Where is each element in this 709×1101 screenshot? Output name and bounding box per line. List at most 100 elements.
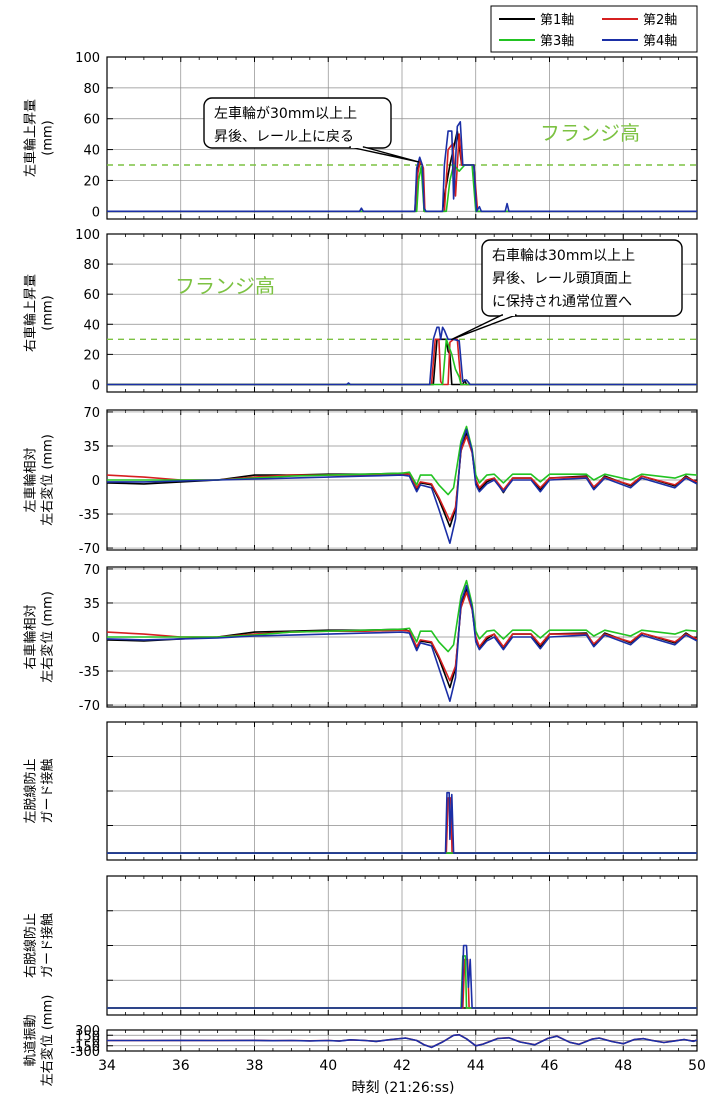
y-tick-label: 150: [75, 1029, 100, 1044]
series-line: [107, 121, 697, 213]
y-tick-label: 100: [75, 228, 100, 243]
legend-entry: 第4軸: [602, 34, 677, 49]
chart-panel: -70 -35 0 35 70 左車輪相対 左右変位 (mm): [23, 406, 698, 557]
y-axis-label-line: 左車輪上昇量: [23, 99, 39, 177]
x-tick-label: 50: [688, 1058, 706, 1074]
y-axis-label: 左車輪上昇量 (mm): [23, 99, 56, 177]
callout-box: [203, 97, 392, 149]
legend-label: 第2軸: [643, 13, 677, 28]
series-group: [107, 121, 697, 213]
legend-entry: 第3軸: [499, 34, 574, 49]
y-tick-label: -70: [79, 542, 100, 557]
y-axis-label-line: 右車輪上昇量: [23, 274, 39, 352]
y-axis-label: 左車輪相対 左右変位 (mm): [23, 434, 56, 526]
series-line: [107, 1034, 697, 1049]
y-axis-label-line: 左右変位 (mm): [40, 995, 56, 1087]
series-line: [107, 338, 697, 386]
plot-frame: [106, 56, 698, 220]
x-tick-label: 34: [98, 1058, 116, 1074]
y-tick-label: 60: [83, 113, 100, 128]
legend-entry: 第1軸: [499, 13, 574, 28]
y-tick-label: -300: [70, 1045, 100, 1060]
y-axis-label: 右脱線防止 ガード接触: [23, 913, 56, 978]
legend-label: 第4軸: [643, 34, 677, 49]
plot-frame: [106, 875, 698, 1016]
flange-height-label: フランジ高: [175, 274, 275, 298]
y-axis-label-line: 右脱線防止: [23, 913, 39, 978]
series-group: [107, 791, 697, 854]
y-axis-label-line: 左右変位 (mm): [40, 434, 56, 526]
y-tick-label: 20: [83, 174, 100, 189]
y-tick-label: -35: [79, 508, 100, 523]
y-tick-label: 0: [92, 205, 100, 220]
series-line: [107, 584, 697, 702]
chart-panel: -70 -35 0 35 70 右車輪相対 左右変位 (mm): [23, 563, 698, 714]
series-group: [107, 425, 697, 544]
y-tick-label: 35: [83, 597, 100, 612]
callout-text-line: 昇後、レール頭頂面上: [492, 271, 632, 287]
y-tick-label: 40: [83, 318, 100, 333]
series-group: [107, 326, 697, 386]
series-line: [107, 579, 697, 653]
x-tick-label: 42: [393, 1058, 411, 1074]
plot-frame: [106, 721, 698, 861]
y-axis-label-line: 軌道振動: [23, 1014, 39, 1066]
y-axis-label-line: 左車輪相対: [23, 447, 39, 512]
y-tick-label: 100: [75, 51, 100, 66]
series-group: [107, 579, 697, 702]
series-line: [107, 944, 697, 1009]
chart-panel: 0 20 40 60 80 100 左車輪上昇量 (mm) フランジ高 左車輪が30mm以上上昇後…: [23, 51, 698, 220]
x-axis-label: 時刻 (21:26:ss): [351, 1080, 454, 1096]
y-tick-label: -150: [70, 1040, 100, 1055]
y-tick-label: 80: [83, 258, 100, 273]
legend-entry: 第2軸: [602, 13, 677, 28]
y-axis-label-line: 左脱線防止: [23, 758, 39, 823]
y-axis-label-line: ガード接触: [40, 758, 56, 823]
callout-pointer: [451, 314, 517, 341]
y-tick-label: 60: [83, 288, 100, 303]
legend-label: 第1軸: [540, 13, 574, 28]
y-axis-label-line: (mm): [41, 120, 56, 155]
x-tick-label: 44: [467, 1058, 485, 1074]
callout-box: [481, 239, 683, 317]
series-group: [107, 944, 697, 1009]
series-line: [107, 326, 697, 386]
legend: 第1軸 第2軸 第3軸 第4軸: [490, 5, 698, 53]
x-tick-label: 36: [172, 1058, 190, 1074]
chart-panel: 右脱線防止 ガード接触: [23, 875, 698, 1016]
callout-text-line: 左車輪が30mm以上上: [214, 105, 357, 122]
y-axis-label: 右車輪相対 左右変位 (mm): [23, 591, 56, 683]
y-axis-label-line: ガード接触: [40, 913, 56, 978]
y-tick-label: 80: [83, 82, 100, 97]
y-axis-label: 軌道振動 左右変位 (mm): [23, 995, 56, 1087]
y-axis-label-line: (mm): [41, 295, 56, 330]
y-tick-label: 70: [83, 406, 100, 421]
y-axis-label-line: 左右変位 (mm): [40, 591, 56, 683]
chart-panel: 0 20 40 60 80 100 右車輪上昇量 (mm) フランジ高 右車輪は30mm以上上昇後…: [23, 228, 698, 393]
x-tick-label: 48: [614, 1058, 632, 1074]
x-tick-label: 38: [246, 1058, 264, 1074]
x-tick-label: 46: [541, 1058, 559, 1074]
callout-text-line: 昇後、レール上に戻る: [214, 129, 354, 145]
chart-panel: 左脱線防止 ガード接触: [23, 721, 698, 861]
y-tick-label: 300: [75, 1024, 100, 1039]
callout-text-line: 右車輪は30mm以上上: [492, 247, 635, 264]
y-tick-label: 0: [92, 378, 100, 393]
y-tick-label: -35: [79, 665, 100, 680]
legend-label: 第3軸: [540, 34, 574, 49]
callout-text-line: に保持され通常位置へ: [492, 294, 632, 310]
y-tick-label: 0: [92, 1035, 100, 1050]
y-tick-label: 35: [83, 440, 100, 455]
y-tick-label: -70: [79, 699, 100, 714]
y-tick-label: 40: [83, 144, 100, 159]
y-tick-label: 0: [92, 631, 100, 646]
series-line: [107, 338, 697, 386]
flange-height-label: フランジ高: [540, 121, 640, 145]
legend-box: [490, 5, 698, 53]
plot-frame: [106, 233, 698, 393]
series-group: [107, 1033, 697, 1049]
